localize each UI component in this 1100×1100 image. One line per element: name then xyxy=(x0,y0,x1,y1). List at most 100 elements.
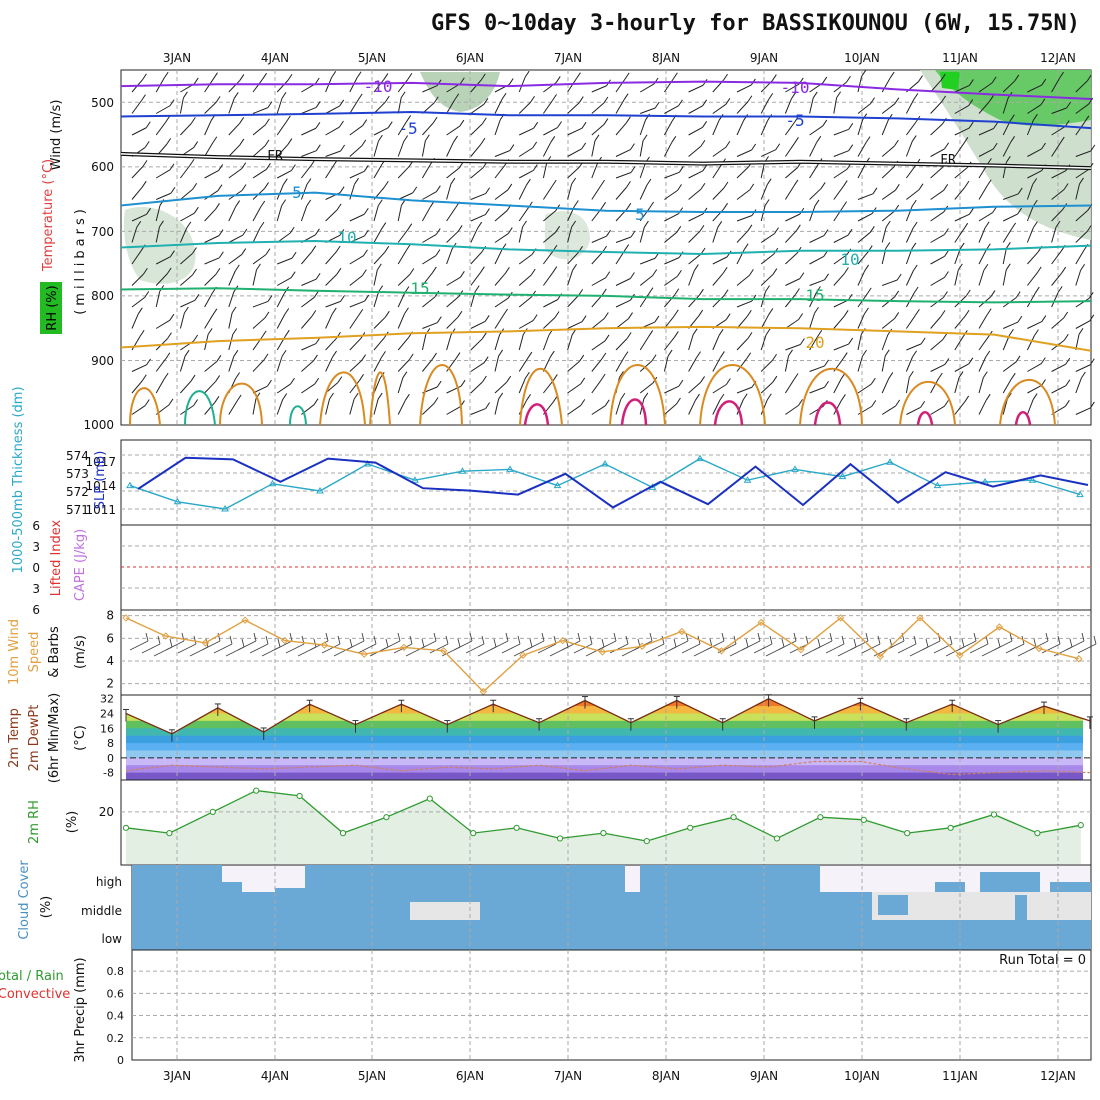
cloud-high-3 xyxy=(275,888,305,892)
ua-barb-1-9 xyxy=(155,273,168,286)
ua-barb-flag-0-11 xyxy=(137,307,143,315)
ua-barb-32-3 xyxy=(905,141,913,157)
ua-barb-flag-18-15 xyxy=(580,399,586,406)
ua-barb-flag-29-12 xyxy=(848,337,854,345)
ua-barb-17-9 xyxy=(542,272,554,286)
ua-barb-3-7 xyxy=(204,235,220,243)
ua-barb-25-0 xyxy=(736,84,752,93)
ua-barb-flag-23-14 xyxy=(700,376,706,383)
wind-barb-flag-50 xyxy=(745,638,749,648)
ua-barb-flag-8-6 xyxy=(336,203,342,211)
ua-barb-flag-29-11 xyxy=(843,310,849,317)
ua-barb-10-12 xyxy=(373,337,385,351)
ua-barb-19-8 xyxy=(591,251,603,265)
ua-barb-flag-19-2 xyxy=(603,118,609,125)
ua-barb-23-15 xyxy=(688,399,696,415)
bottom-date-12JAN: 12JAN xyxy=(1040,1069,1076,1083)
ua-barb-flag-31-14 xyxy=(888,372,894,379)
ua-barb-6-0 xyxy=(276,79,289,93)
thickness-marker-0 xyxy=(126,481,134,489)
ua-barb-3-5 xyxy=(204,190,219,200)
cloud-level-middle: middle xyxy=(81,904,122,918)
ua-barb-flag-2-1 xyxy=(182,91,188,99)
ua-barb-flag-10-1 xyxy=(384,95,390,103)
ua-barb-1-5 xyxy=(156,192,172,200)
ua-barb-27-3 xyxy=(784,143,795,157)
ua-barb-26-14 xyxy=(760,381,774,394)
ua-barb-flag-21-9 xyxy=(652,269,658,276)
ua-barb-flag-33-14 xyxy=(937,372,943,380)
ua-barb-5-2 xyxy=(252,124,266,136)
ua-barb-24-3 xyxy=(712,146,727,157)
top-date-11JAN: 11JAN xyxy=(942,51,978,65)
ua-barb-flag-29-2 xyxy=(848,123,854,130)
ua-barb-flag-5-5 xyxy=(264,182,270,189)
ua-barb-27-9 xyxy=(785,278,801,286)
ua-barb-31-15 xyxy=(881,405,896,415)
ua-barb-flag-21-13 xyxy=(651,354,657,362)
rh-marker-15 xyxy=(773,835,781,842)
ua-barb-2-4 xyxy=(180,164,191,179)
wind-barb-flag-36 xyxy=(577,632,581,642)
upper-air-grid xyxy=(121,70,1091,425)
surface-temperature-contours xyxy=(129,364,1056,425)
ua-barb-flag-25-13 xyxy=(746,352,752,360)
ua-barb-flag-9-0 xyxy=(356,71,362,79)
wind-barb-45 xyxy=(669,640,689,651)
ua-barb-11-14 xyxy=(397,377,404,394)
ua-barb-36-9 xyxy=(1002,269,1007,286)
ua-barb-13-13 xyxy=(446,358,457,372)
ua-barb-18-8 xyxy=(567,251,579,265)
ua-barb-29-9 xyxy=(833,273,845,286)
thickness-marker-5 xyxy=(363,460,372,467)
ua-barb-23-12 xyxy=(688,334,694,351)
ua-barb-38-5 xyxy=(1051,189,1065,200)
wind-barb-flag-33 xyxy=(541,632,545,642)
rh-marker-6 xyxy=(383,814,390,821)
ua-barb-flag-15-11 xyxy=(503,308,508,316)
ua-barb-flag-16-2 xyxy=(533,121,539,129)
wind-barb-16 xyxy=(321,643,341,654)
ua-barb-flag-13-2 xyxy=(459,119,465,127)
cloud-high-4 xyxy=(305,865,525,892)
ua-barb-flag-1-1 xyxy=(169,99,175,106)
ua-barb-21-12 xyxy=(639,336,650,351)
ua-barb-flag-19-5 xyxy=(600,179,605,187)
ua-barb-flag-0-13 xyxy=(146,358,151,366)
ua-barb-2-9 xyxy=(180,274,193,286)
ua-barb-flag-21-1 xyxy=(654,101,660,109)
ua-barb-flag-22-4 xyxy=(678,166,684,173)
wind-barb-4 xyxy=(177,643,197,654)
precip-ytick-0.2: 0.2 xyxy=(107,1032,125,1045)
ua-barb-flag-9-8 xyxy=(363,249,368,256)
ua-barb-32-6 xyxy=(905,205,913,222)
ua-barb-12-12 xyxy=(421,334,427,351)
li-tick-3a: 3 xyxy=(32,540,40,554)
wind-barb-79 xyxy=(1077,643,1097,654)
ua-barb-4-11 xyxy=(228,312,233,329)
ua-barb-flag-23-1 xyxy=(702,99,708,107)
ua-barb-flag-33-12 xyxy=(942,333,948,340)
ua-barb-29-4 xyxy=(833,168,848,179)
ua-barb-flag-19-14 xyxy=(600,373,606,381)
ua-barb-flag-38-11 xyxy=(1063,311,1069,319)
ua-barb-15-13 xyxy=(494,355,500,372)
ua-barb-flag-26-15 xyxy=(766,393,772,401)
ua-barb-flag-39-15 xyxy=(1089,401,1095,409)
ua-barb-flag-9-15 xyxy=(353,392,359,400)
wind-marker-6 xyxy=(360,650,368,658)
ua-barb-flag-11-3 xyxy=(403,135,409,142)
ua-barb-24-2 xyxy=(712,120,720,136)
ua-barb-5-10 xyxy=(252,300,269,308)
ua-barb-flag-8-14 xyxy=(337,376,343,383)
ua-barb-26-15 xyxy=(760,399,768,415)
ua-barb-flag-9-1 xyxy=(357,93,363,101)
ua-barb-20-3 xyxy=(615,149,631,157)
wind-barb-flag-77 xyxy=(1069,638,1073,648)
ua-barb-flag-39-5 xyxy=(1079,177,1084,185)
ua-barb-8-8 xyxy=(325,251,337,265)
ua-ylabel-millibars: (millibars) xyxy=(73,205,88,315)
ua-barb-18-0 xyxy=(567,78,577,93)
ua-barb-flag-21-7 xyxy=(643,220,649,228)
ua-barb-31-6 xyxy=(881,210,896,222)
